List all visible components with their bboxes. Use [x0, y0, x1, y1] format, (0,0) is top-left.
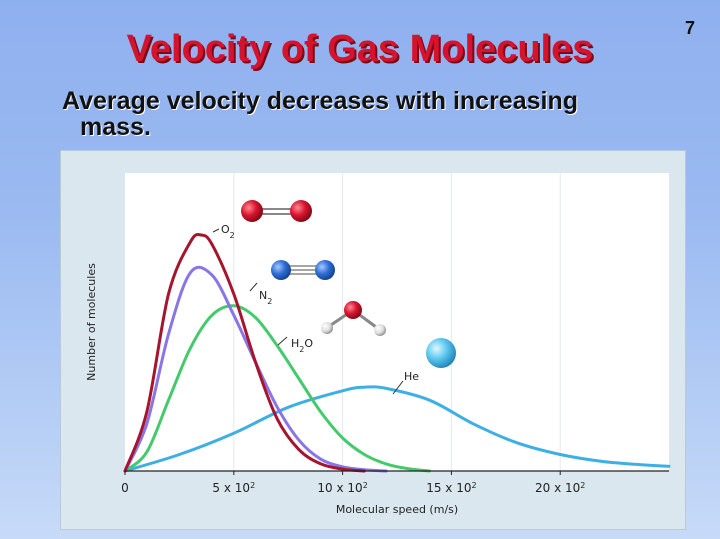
nitrogen-molecule-icon — [271, 260, 335, 280]
leader-line — [212, 228, 220, 233]
oxygen-atom — [344, 301, 362, 319]
nitrogen-atom — [271, 260, 291, 280]
oxygen-molecule-icon — [241, 200, 312, 222]
slide-subtitle: Average velocity decreases with increasi… — [62, 88, 682, 140]
series-label-h2o: H2O — [291, 337, 313, 354]
y-axis-label: Number of molecules — [85, 263, 98, 381]
oxygen-atom — [290, 200, 312, 222]
subtitle-line-2: mass. — [80, 113, 151, 141]
speed-distribution-chart: 0 5 x 102 10 x 102 15 x 102 20 x 102 Molecul… — [85, 173, 671, 516]
chart-panel: 0 5 x 102 10 x 102 15 x 102 20 x 102 Molecul… — [60, 150, 686, 530]
hydrogen-atom — [321, 322, 333, 334]
series-label-he: He — [404, 370, 419, 383]
series-line-o2 — [123, 232, 366, 473]
leader-line — [249, 282, 258, 292]
series-label-n2: N2 — [259, 289, 272, 306]
series-line-he — [123, 385, 671, 473]
slide-title: Velocity of Gas Molecules — [126, 28, 594, 70]
slide-number: 7 — [684, 18, 695, 38]
nitrogen-atom — [315, 260, 335, 280]
leader-line — [392, 380, 404, 395]
x-tick-label: 15 x 102 — [426, 481, 476, 496]
plot-area — [125, 173, 669, 471]
hydrogen-atom — [374, 324, 386, 336]
x-axis-label: Molecular speed (m/s) — [336, 503, 458, 516]
x-tick-label: 5 x 102 — [212, 481, 255, 496]
series-line-h2o — [123, 304, 432, 473]
water-molecule-icon — [321, 301, 386, 336]
x-tick-label: 20 x 102 — [535, 481, 585, 496]
helium-atom-icon — [426, 338, 456, 368]
x-tick-label: 10 x 102 — [317, 481, 367, 496]
series-label-o2: O2 — [221, 223, 235, 240]
oxygen-atom — [241, 200, 263, 222]
subtitle-line-1: Average velocity decreases with increasi… — [62, 87, 578, 115]
leader-line — [277, 336, 288, 346]
helium-atom — [426, 338, 456, 368]
x-tick-label: 0 — [121, 481, 129, 495]
